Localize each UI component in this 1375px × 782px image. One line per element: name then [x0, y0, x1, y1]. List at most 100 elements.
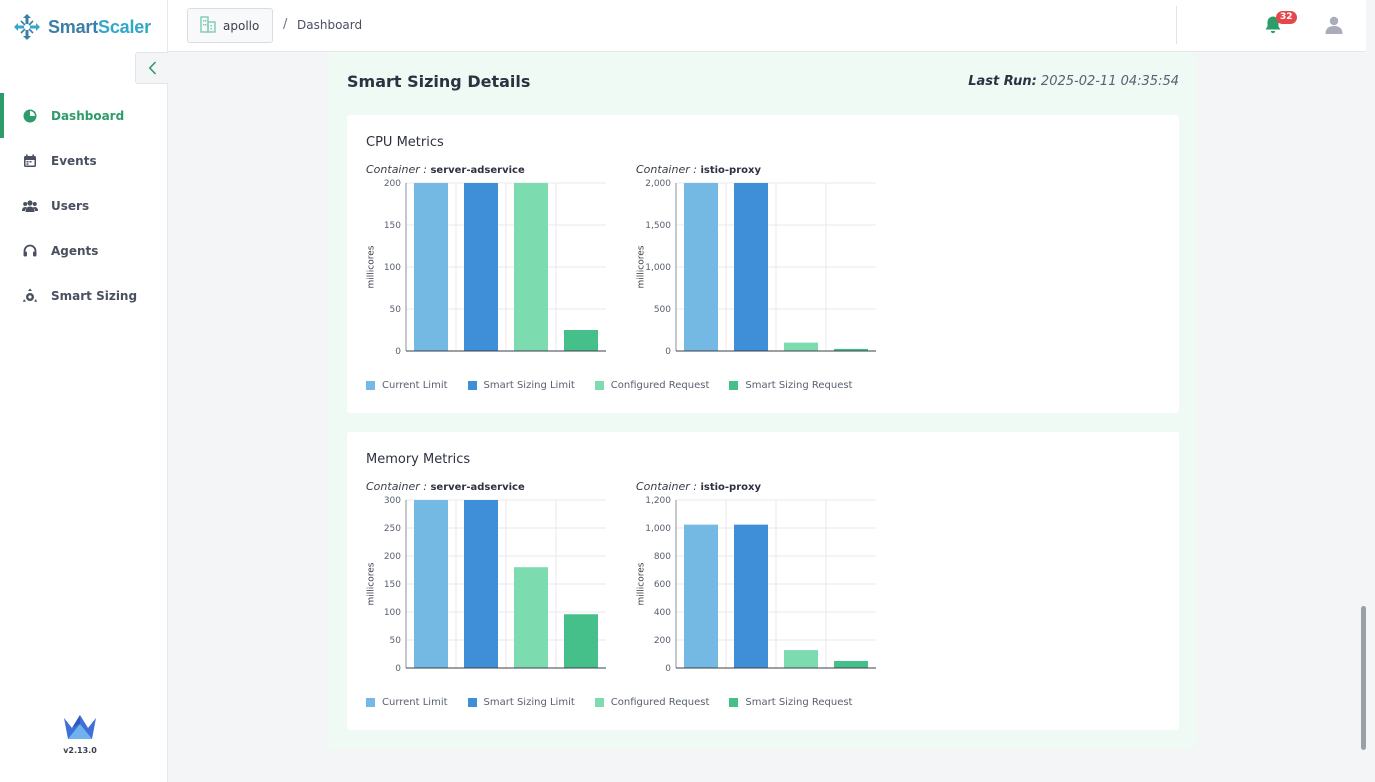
legend-swatch: [366, 381, 375, 390]
y-tick-label: 200: [384, 179, 401, 189]
y-tick-label: 100: [384, 263, 401, 273]
container-label: Container : server-adservice: [366, 480, 525, 493]
chart-legend: Current Limit Smart Sizing Limit Configu…: [366, 380, 872, 391]
bar-chart: 0 50 100 150 200 250 300 millicores: [366, 496, 626, 686]
sidebar-item-label: Smart Sizing: [51, 289, 137, 303]
legend-item[interactable]: Smart Sizing Limit: [468, 380, 575, 391]
crown-logo-icon: [63, 714, 97, 740]
last-run-label: Last Run:: [968, 74, 1037, 89]
user-avatar-button[interactable]: [1325, 16, 1343, 38]
notification-badge: 32: [1276, 11, 1297, 24]
container-prefix: Container :: [636, 480, 700, 493]
bar-smart-sizing-limit: [734, 183, 768, 351]
bar-smart-sizing-request: [834, 661, 868, 668]
breadcrumb-separator: /: [283, 17, 287, 32]
y-tick-label: 250: [384, 524, 401, 534]
bar-smart-sizing-request: [564, 330, 598, 351]
bar-configured-request: [514, 183, 548, 351]
breadcrumb[interactable]: Dashboard: [297, 18, 362, 32]
y-tick-label: 200: [654, 636, 671, 646]
y-tick-label: 150: [384, 580, 401, 590]
bar-configured-request: [784, 343, 818, 351]
sidebar-item-dashboard[interactable]: Dashboard: [0, 93, 168, 138]
card-title: CPU Metrics: [366, 135, 444, 150]
page-scrollbar-thumb[interactable]: [1361, 606, 1366, 750]
container-label: Container : istio-proxy: [636, 163, 761, 176]
sidebar-item-label: Dashboard: [51, 109, 124, 123]
bar-smart-sizing-limit: [734, 525, 768, 668]
bar-configured-request: [514, 567, 548, 668]
y-tick-label: 100: [384, 608, 401, 618]
y-tick-label: 300: [384, 496, 401, 506]
y-tick-label: 1,000: [645, 263, 671, 273]
legend-item[interactable]: Configured Request: [595, 380, 710, 391]
legend-label: Smart Sizing Limit: [484, 380, 575, 391]
bar-chart: 0 500 1,000 1,500 2,000 millicores: [636, 179, 896, 369]
collapse-sidebar-button[interactable]: [135, 52, 168, 84]
legend-swatch: [366, 698, 375, 707]
sidebar-nav: Dashboard Events Users Agents Smart Sizi…: [0, 93, 168, 318]
legend-label: Current Limit: [382, 697, 448, 708]
sidebar-item-smart-sizing[interactable]: Smart Sizing: [0, 273, 168, 318]
y-tick-label: 2,000: [645, 179, 671, 189]
sidebar-item-agents[interactable]: Agents: [0, 228, 168, 273]
y-axis-label: millicores: [367, 562, 377, 605]
legend-item[interactable]: Current Limit: [366, 697, 448, 708]
sidebar-item-label: Agents: [51, 244, 98, 258]
version-block: v2.13.0: [62, 714, 98, 755]
legend-label: Current Limit: [382, 380, 448, 391]
y-tick-label: 50: [390, 305, 402, 315]
container-label: Container : server-adservice: [366, 163, 525, 176]
legend-item[interactable]: Configured Request: [595, 697, 710, 708]
smart-sizing-icon: [22, 288, 38, 304]
y-tick-label: 800: [654, 552, 671, 562]
memory-metrics-card: Memory Metrics Container : server-adserv…: [347, 432, 1179, 730]
legend-swatch: [468, 381, 477, 390]
legend-label: Configured Request: [611, 380, 710, 391]
bar-chart: 0 200 400 600 800 1,000 1,200 millicores: [636, 496, 896, 686]
container-prefix: Container :: [636, 163, 700, 176]
legend-item[interactable]: Smart Sizing Request: [729, 380, 852, 391]
users-icon: [22, 198, 38, 214]
building-icon: [200, 16, 216, 36]
last-run-info: Last Run: 2025-02-11 04:35:54: [968, 74, 1179, 89]
y-tick-label: 1,200: [645, 496, 671, 506]
y-tick-label: 1,500: [645, 221, 671, 231]
logo-text-part1: Smart: [48, 17, 98, 37]
y-tick-label: 600: [654, 580, 671, 590]
bar-smart-sizing-limit: [464, 183, 498, 351]
top-bar: apollo / Dashboard 32: [168, 0, 1366, 52]
y-axis-label: millicores: [637, 245, 647, 288]
container-label: Container : istio-proxy: [636, 480, 761, 493]
sidebar: SmartScaler Dashboard Events Users Agent…: [0, 0, 168, 782]
logo-text-part2: Scaler: [98, 17, 151, 37]
sidebar-item-users[interactable]: Users: [0, 183, 168, 228]
bar-current-limit: [414, 500, 448, 668]
sidebar-item-label: Users: [51, 199, 89, 213]
bar-current-limit: [414, 183, 448, 351]
bar-configured-request: [784, 650, 818, 668]
card-title: Memory Metrics: [366, 452, 470, 467]
y-tick-label: 200: [384, 552, 401, 562]
legend-swatch: [729, 698, 738, 707]
legend-label: Smart Sizing Request: [745, 697, 852, 708]
memory-chart-server-adservice: Container : server-adservice 0 50 100 150 20…: [366, 480, 626, 690]
sidebar-item-label: Events: [51, 154, 97, 168]
legend-item[interactable]: Smart Sizing Limit: [468, 697, 575, 708]
container-prefix: Container :: [366, 163, 430, 176]
y-tick-label: 0: [395, 664, 401, 674]
calendar-icon: [22, 153, 38, 169]
page-title: Smart Sizing Details: [347, 72, 530, 91]
app-logo[interactable]: SmartScaler: [12, 12, 151, 42]
tenant-name: apollo: [223, 19, 259, 33]
y-tick-label: 500: [654, 305, 671, 315]
legend-item[interactable]: Current Limit: [366, 380, 448, 391]
bar-current-limit: [684, 183, 718, 351]
sidebar-item-events[interactable]: Events: [0, 138, 168, 183]
last-run-value: 2025-02-11 04:35:54: [1037, 74, 1179, 89]
container-prefix: Container :: [366, 480, 430, 493]
tenant-selector[interactable]: apollo: [187, 8, 273, 43]
legend-item[interactable]: Smart Sizing Request: [729, 697, 852, 708]
memory-chart-istio-proxy: Container : istio-proxy 0 200 400 600 800 1,0…: [636, 480, 896, 690]
header-divider: [1176, 6, 1177, 44]
